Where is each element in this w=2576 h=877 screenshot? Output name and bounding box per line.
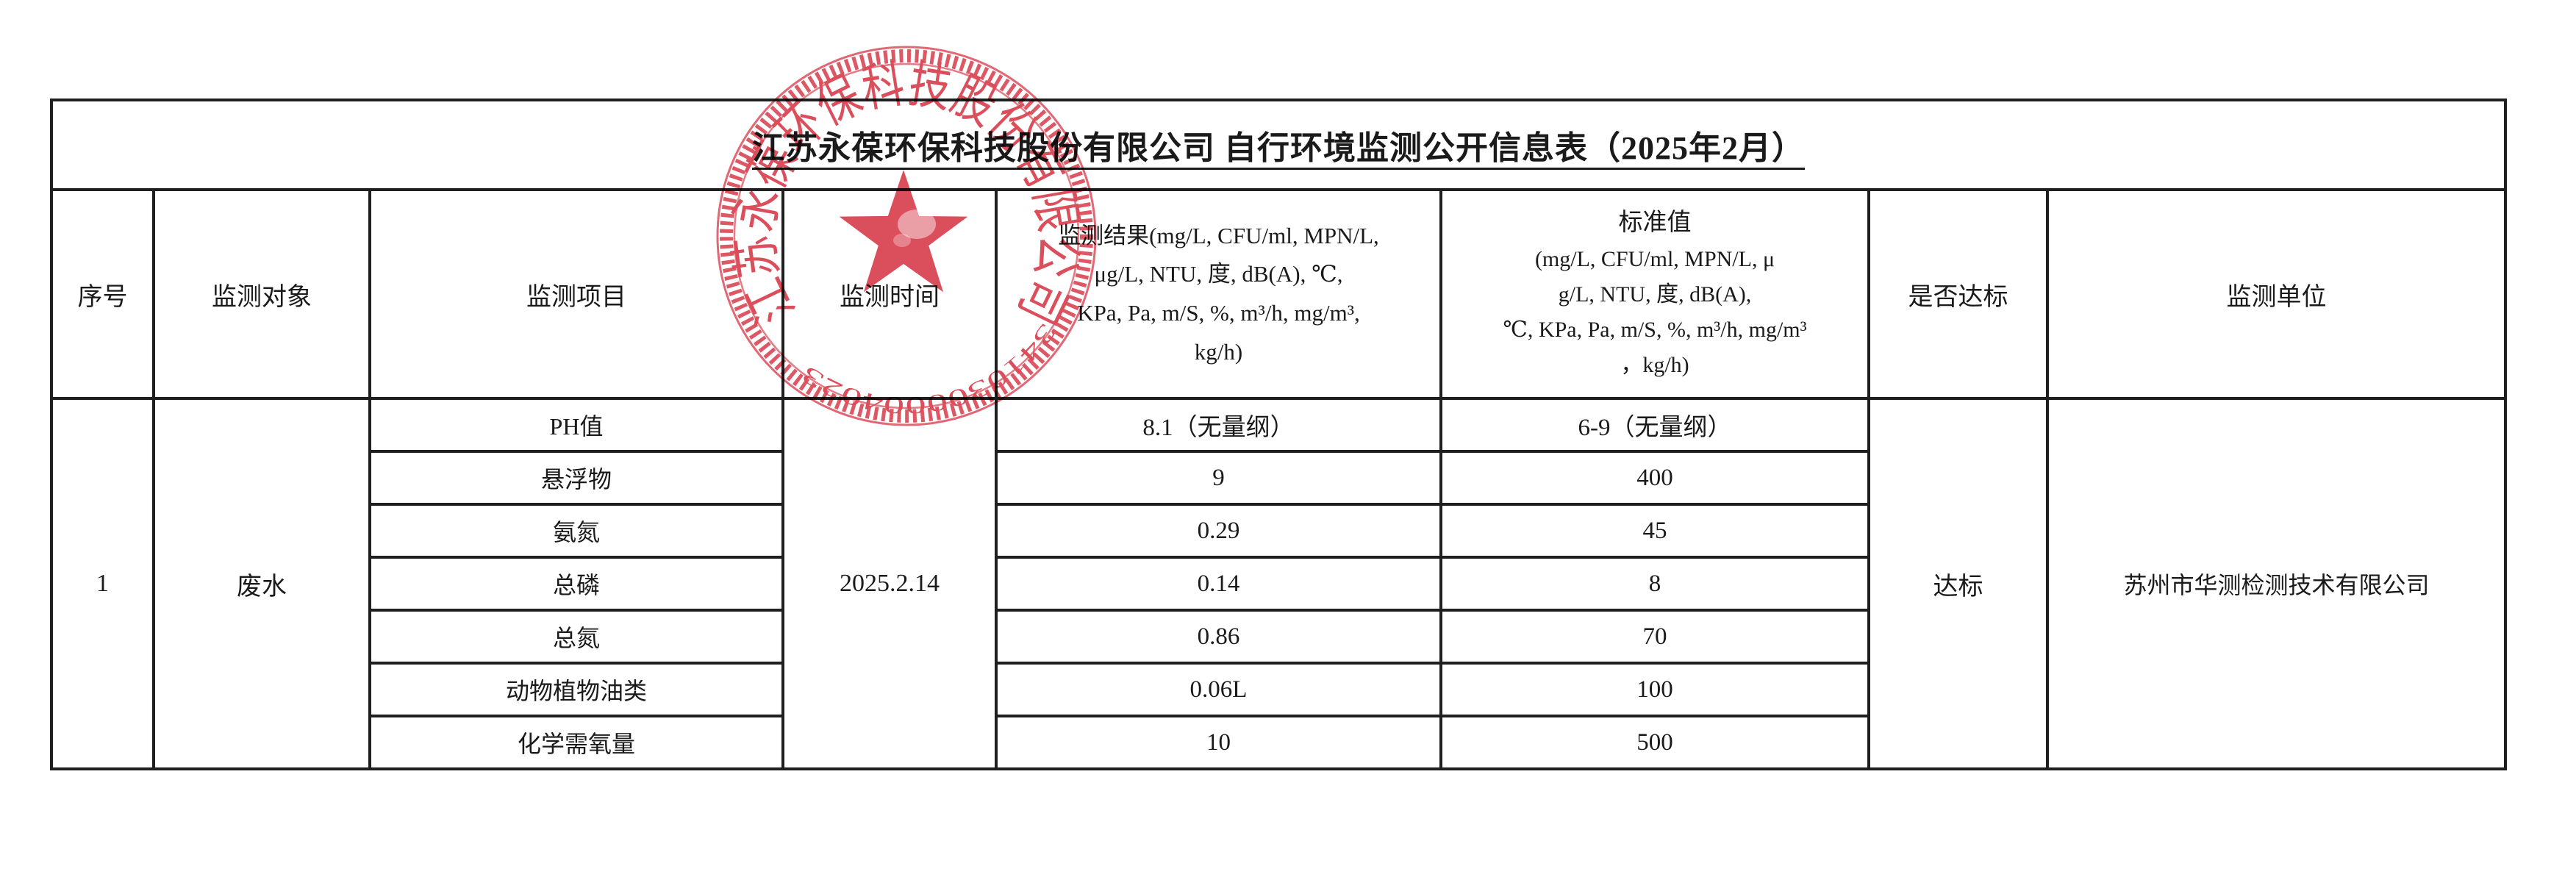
table-row: 1 废水 PH值 2025.2.14 8.1（无量纲） 6-9（无量纲） 达标 … [50,397,2507,770]
cell-item: 总磷 [368,556,784,612]
cell-item: 动物植物油类 [368,662,784,717]
column-header-object: 监测对象 [152,188,371,400]
table-header-row: 序号 监测对象 监测项目 监测时间 监测结果(mg/L, CFU/ml, MPN… [50,188,2507,400]
monitoring-info-table: 江苏永葆环保科技股份有限公司 自行环境监测公开信息表（2025年2月） 序号 监… [50,99,2507,770]
cell-standard: 8 [1439,556,1870,612]
column-header-standard-units: (mg/L, CFU/ml, MPN/L, μ g/L, NTU, 度, dB(… [1503,246,1807,377]
cell-standard: 6-9（无量纲） [1439,397,1870,453]
cell-monitoring-object: 废水 [152,397,371,770]
cell-standard: 500 [1439,715,1870,770]
cell-result: 0.29 [995,503,1442,559]
cell-result: 0.06L [995,662,1442,717]
column-header-standard-title: 标准值 [1618,210,1692,237]
cell-result: 0.14 [995,556,1442,612]
cell-item: 化学需氧量 [368,715,784,770]
cell-item: 总氮 [368,609,784,665]
cell-compliance-status: 达标 [1867,397,2049,770]
seal-code-group: 3410300004023 [794,315,1071,434]
table-row: 氨氮 0.29 45 [51,503,2505,559]
cell-item: PH值 [368,397,784,453]
table-row: 化学需氧量 10 500 [51,715,2505,770]
table-row: 总磷 0.14 8 [51,556,2505,612]
document-title-cell: 江苏永葆环保科技股份有限公司 自行环境监测公开信息表（2025年2月） [50,99,2507,191]
column-header-index: 序号 [50,188,155,400]
cell-result: 9 [995,450,1442,506]
table-row: 总氮 0.86 70 [51,609,2505,665]
cell-standard: 100 [1439,662,1870,717]
cell-standard: 70 [1439,609,1870,665]
cell-monitoring-agency: 苏州市华测检测技术有限公司 [2046,397,2507,770]
column-header-agency: 监测单位 [2046,188,2507,400]
cell-standard: 45 [1439,503,1870,559]
column-header-item: 监测项目 [368,188,784,400]
cell-serial-number: 1 [50,397,155,770]
company-seal: 江苏永葆环保科技股份有限公司 3410300004023 [716,46,1097,434]
column-header-compliance: 是否达标 [1867,188,2049,400]
cell-item: 悬浮物 [368,450,784,506]
cell-result: 0.86 [995,609,1442,665]
cell-item: 氨氮 [368,503,784,559]
title-row: 江苏永葆环保科技股份有限公司 自行环境监测公开信息表（2025年2月） [50,99,2507,191]
seal-serial-number: 3410300004023 [794,315,1071,434]
cell-standard: 400 [1439,450,1870,506]
table-row: 动物植物油类 0.06L 100 [51,662,2505,717]
seal-star-icon [839,170,968,293]
cell-monitoring-time: 2025.2.14 [781,397,998,770]
table-row: 悬浮物 9 400 [51,450,2505,506]
seal-ring [716,46,1097,426]
cell-result: 8.1（无量纲） [995,397,1442,453]
cell-result: 10 [995,715,1442,770]
page-title: 江苏永葆环保科技股份有限公司 自行环境监测公开信息表（2025年2月） [752,130,1805,166]
column-header-standard: 标准值 (mg/L, CFU/ml, MPN/L, μ g/L, NTU, 度,… [1439,188,1870,400]
